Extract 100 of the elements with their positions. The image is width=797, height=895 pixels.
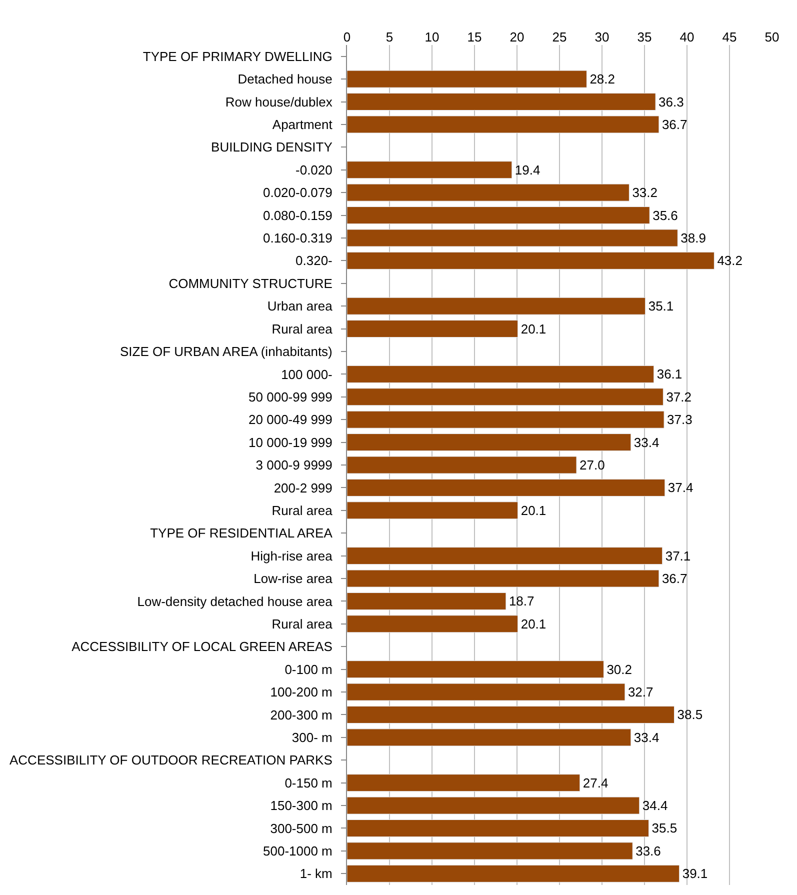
bar bbox=[347, 570, 660, 588]
y-tick-label: Rural area bbox=[272, 502, 334, 518]
y-tick-label: 1- km bbox=[300, 866, 332, 882]
y-tick-label: COMMUNITY STRUCTURE bbox=[168, 276, 333, 291]
data-label: 36.3 bbox=[658, 94, 684, 110]
y-tick-label: Detached house bbox=[238, 72, 332, 87]
y-tick-label: BUILDING DENSITY bbox=[211, 140, 333, 155]
data-label: 27.4 bbox=[582, 775, 608, 790]
y-tick-label: High-rise area bbox=[250, 548, 334, 564]
data-label: 28.2 bbox=[590, 72, 616, 87]
bar bbox=[347, 116, 660, 134]
bar bbox=[347, 706, 674, 724]
y-tick-label: 300-500 m bbox=[270, 820, 332, 836]
y-tick-label: 500-1000 m bbox=[263, 844, 332, 858]
y-tick-label: Apartment bbox=[272, 117, 333, 132]
y-tick-label: 20 000-49 999 bbox=[248, 412, 332, 428]
y-tick-label: TYPE OF RESIDENTIAL AREA bbox=[150, 526, 333, 541]
bar bbox=[347, 456, 577, 474]
y-tick-label: 100 000- bbox=[281, 366, 332, 382]
y-tick-label: ACCESSIBILITY OF LOCAL GREEN AREAS bbox=[72, 639, 333, 654]
bar bbox=[347, 410, 664, 428]
x-tick-label: 45 bbox=[722, 29, 737, 44]
bar bbox=[347, 796, 640, 814]
data-label: 20.1 bbox=[520, 616, 546, 632]
bar bbox=[347, 615, 518, 633]
bar bbox=[347, 660, 604, 678]
data-label: 18.7 bbox=[508, 594, 534, 609]
y-tick-label: SIZE OF URBAN AREA (inhabitants) bbox=[120, 344, 332, 360]
y-tick-label: 50 000-99 999 bbox=[248, 389, 332, 404]
data-label: 38.5 bbox=[677, 707, 703, 722]
y-tick-label: 200-300 m bbox=[270, 707, 332, 722]
data-label: 37.1 bbox=[665, 548, 691, 564]
y-tick-label: 0.320- bbox=[296, 253, 332, 268]
data-label: 37.3 bbox=[667, 412, 692, 428]
data-label: 20.1 bbox=[520, 502, 546, 518]
data-label: 33.4 bbox=[634, 434, 660, 450]
bar bbox=[347, 478, 666, 496]
data-label: 38.9 bbox=[680, 230, 706, 246]
x-tick-label: 0 bbox=[343, 29, 351, 44]
data-label: 39.1 bbox=[682, 866, 708, 882]
bar bbox=[347, 774, 580, 792]
y-tick-label: 100-200 m bbox=[270, 684, 332, 700]
y-tick-label: 0-100 m bbox=[284, 662, 332, 677]
bar bbox=[347, 92, 656, 111]
data-label: 34.4 bbox=[642, 798, 668, 814]
data-label: 35.6 bbox=[652, 208, 678, 223]
x-tick-label: 30 bbox=[594, 29, 610, 44]
x-tick-label: 50 bbox=[764, 29, 780, 44]
data-label: 33.6 bbox=[636, 843, 661, 858]
y-tick-label: 150-300 m bbox=[270, 798, 332, 814]
data-label: 33.2 bbox=[632, 185, 658, 200]
y-tick-label: Low-rise area bbox=[254, 571, 334, 586]
bar bbox=[347, 864, 680, 882]
data-label: 32.7 bbox=[628, 684, 654, 700]
x-tick-label: 25 bbox=[552, 29, 567, 44]
bar bbox=[347, 70, 587, 88]
x-tick-label: 5 bbox=[386, 29, 394, 44]
x-tick-label: 10 bbox=[424, 29, 440, 44]
data-label: 35.1 bbox=[648, 298, 674, 314]
y-tick-label: 200-2 999 bbox=[274, 480, 332, 496]
y-tick-label: 0.020-0.079 bbox=[262, 185, 332, 200]
data-label: 37.4 bbox=[668, 480, 694, 496]
bar bbox=[347, 229, 678, 247]
bar bbox=[347, 819, 649, 838]
y-tick-label: TYPE OF PRIMARY DWELLING bbox=[142, 48, 332, 64]
bar bbox=[347, 206, 650, 224]
data-label: 35.5 bbox=[652, 820, 678, 836]
y-tick-label: 0.160-0.319 bbox=[262, 230, 332, 246]
y-tick-label: 10 000-19 999 bbox=[248, 434, 332, 450]
data-label: 43.2 bbox=[717, 253, 743, 268]
data-label: 19.4 bbox=[514, 162, 540, 178]
bar bbox=[347, 297, 646, 315]
y-tick-label: 0-150 m bbox=[284, 775, 332, 790]
bar bbox=[347, 683, 626, 701]
y-tick-label: Low-density detached house area bbox=[137, 594, 334, 609]
y-tick-label: -0.020 bbox=[296, 162, 332, 178]
bar bbox=[347, 592, 506, 610]
y-tick-label: Row house/dublex bbox=[225, 94, 333, 110]
x-tick-label: 35 bbox=[637, 29, 652, 44]
data-label: 20.1 bbox=[520, 321, 546, 336]
data-label: 36.1 bbox=[656, 366, 682, 382]
x-tick-label: 40 bbox=[680, 29, 694, 44]
y-tick-label: Rural area bbox=[272, 321, 334, 336]
x-tick-label: 20 bbox=[510, 29, 524, 44]
y-tick-label: 300- m bbox=[292, 730, 332, 745]
y-tick-label: Urban area bbox=[267, 298, 334, 314]
bar bbox=[347, 502, 518, 520]
data-label: 36.7 bbox=[662, 116, 688, 132]
data-label: 33.4 bbox=[634, 730, 660, 745]
y-tick-label: ACCESSIBILITY OF OUTDOOR RECREATION PARKS bbox=[10, 752, 333, 768]
bar bbox=[347, 320, 518, 338]
bar bbox=[347, 388, 664, 406]
bar bbox=[347, 252, 714, 270]
data-label: 37.2 bbox=[666, 389, 692, 404]
y-tick-label: Rural area bbox=[272, 616, 334, 632]
bar bbox=[347, 365, 654, 383]
x-tick-label: 15 bbox=[467, 29, 482, 44]
bar bbox=[347, 161, 512, 179]
bar bbox=[347, 547, 663, 565]
y-tick-label: 3 000-9 9999 bbox=[256, 458, 332, 473]
